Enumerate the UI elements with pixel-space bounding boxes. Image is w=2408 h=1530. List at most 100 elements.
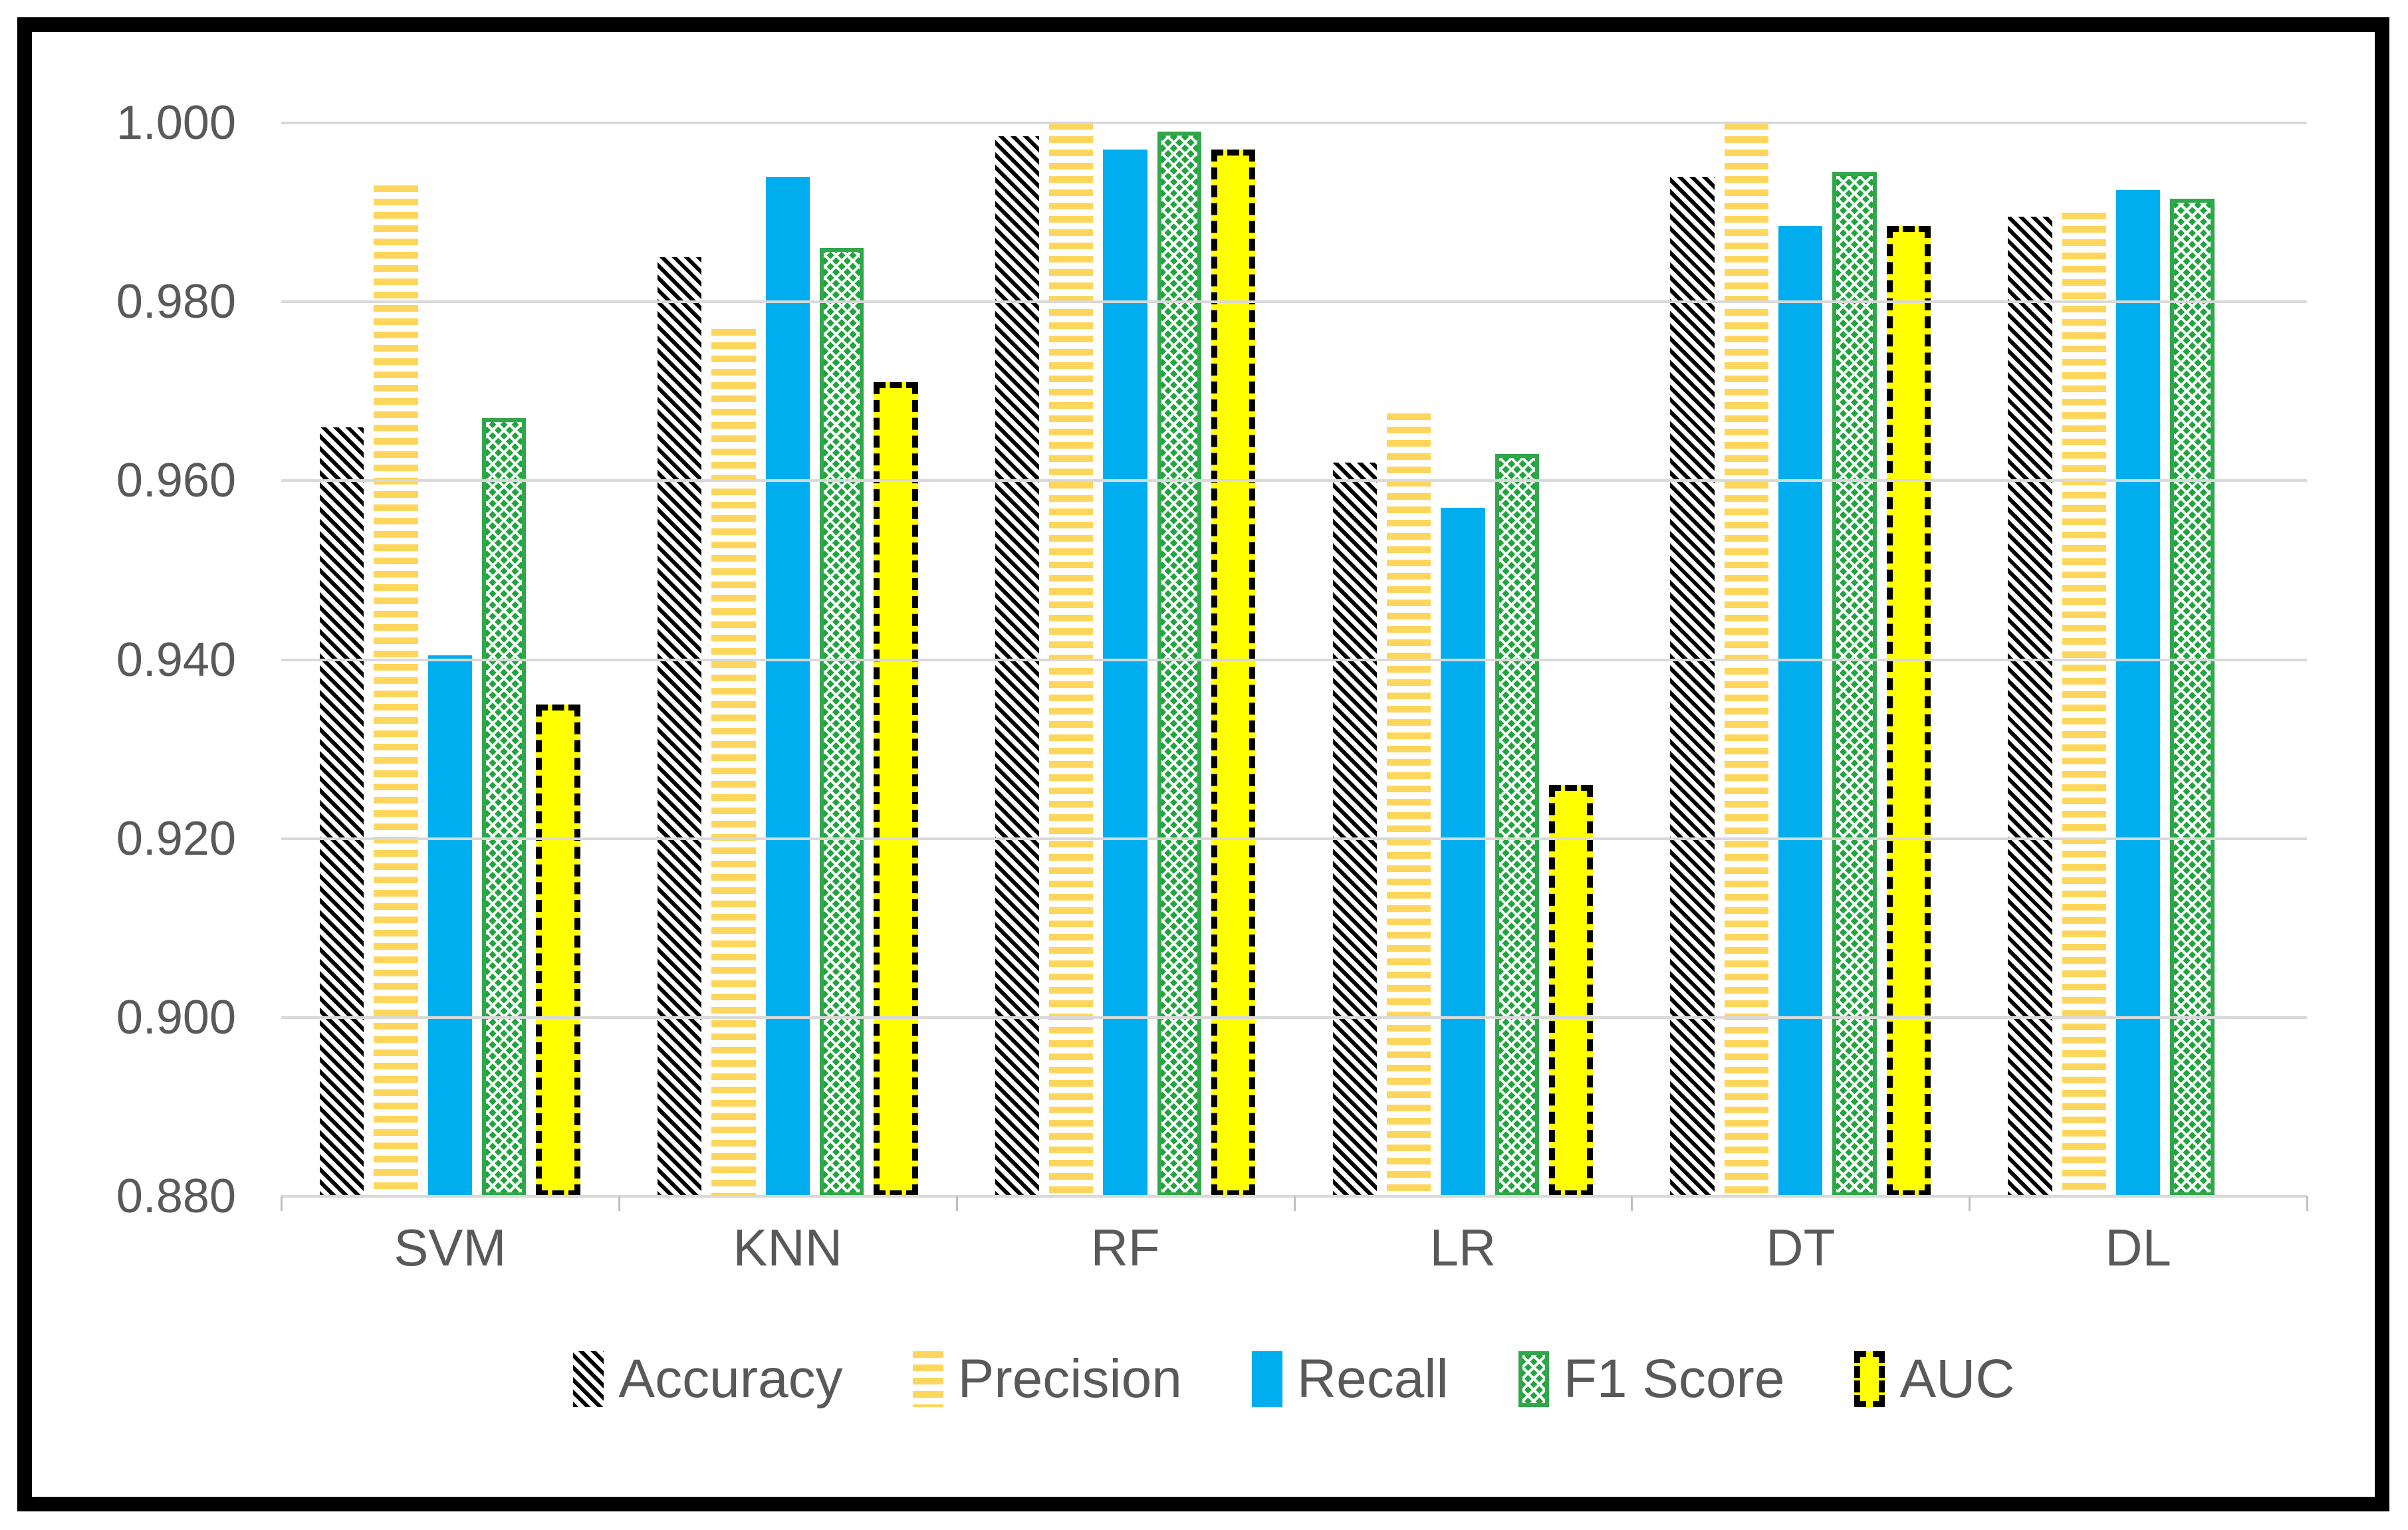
bar-auc-knn [874, 382, 918, 1196]
x-axis-tick [2306, 1196, 2308, 1211]
x-axis-label-dt: DT [1766, 1218, 1836, 1277]
x-axis-tick [955, 1196, 958, 1211]
legend: Accuracy Precision Recall F1 Score AUC [281, 1339, 2307, 1419]
legend-item-accuracy: Accuracy [573, 1348, 843, 1410]
legend-label-recall: Recall [1296, 1349, 1449, 1409]
bar-slot [995, 123, 1040, 1196]
x-axis-labels: SVM KNN RF LR DT DL [281, 1218, 2307, 1284]
legend-label-f1-score: F1 Score [1563, 1349, 1785, 1409]
bar-recall-dl [2115, 189, 2161, 1196]
bar-precision-knn [711, 328, 756, 1196]
bars-layer [281, 123, 2307, 1196]
x-axis-tick [281, 1196, 283, 1211]
gridline [281, 658, 2307, 661]
legend-label-precision: Precision [957, 1349, 1182, 1409]
bar-accuracy-rf [995, 136, 1040, 1196]
bar-accuracy-dt [1670, 176, 1715, 1196]
legend-swatch-precision [912, 1351, 943, 1407]
legend-label-auc: AUC [1899, 1349, 2015, 1409]
y-axis-tick-label: 0.980 [116, 275, 236, 329]
bar-recall-knn [765, 176, 810, 1196]
bar-slot [427, 123, 473, 1196]
bar-slot [1778, 123, 1823, 1196]
bar-auc-rf [1211, 150, 1256, 1196]
bar-f1-score-lr [1495, 453, 1539, 1196]
y-axis-labels: 1.000 0.980 0.960 0.940 0.920 0.900 0.880 [0, 99, 256, 1220]
bar-slot [1441, 123, 1485, 1196]
bar-slot [819, 123, 864, 1196]
legend-swatch-f1-score [1518, 1351, 1549, 1407]
y-axis-tick-label: 0.940 [116, 633, 236, 687]
bar-slot [1670, 123, 1715, 1196]
bar-f1-score-dt [1832, 172, 1877, 1196]
bar-accuracy-svm [320, 427, 364, 1196]
x-axis-tick [1293, 1196, 1296, 1211]
bar-slot [2008, 123, 2052, 1196]
bar-slot [1886, 123, 1931, 1196]
legend-swatch-accuracy [573, 1351, 604, 1407]
y-axis-tick-label: 0.920 [116, 812, 236, 865]
bar-f1-score-knn [819, 248, 864, 1196]
x-axis-tick [618, 1196, 620, 1211]
y-axis-tick-label: 0.960 [116, 454, 236, 508]
bar-slot [2062, 123, 2106, 1196]
bar-slot [1495, 123, 1539, 1196]
bar-accuracy-lr [1332, 463, 1377, 1196]
bar-recall-rf [1103, 150, 1147, 1196]
x-axis-label-svm: SVM [394, 1218, 507, 1277]
bar-slot [1832, 123, 1877, 1196]
bar-f1-score-svm [482, 418, 527, 1196]
bar-auc-svm [536, 704, 580, 1196]
bar-slot [765, 123, 810, 1196]
x-axis-label-rf: RF [1090, 1218, 1160, 1277]
legend-label-accuracy: Accuracy [618, 1349, 843, 1409]
bar-auc-lr [1548, 784, 1594, 1196]
bar-precision-lr [1386, 413, 1431, 1196]
x-axis-tick [1969, 1196, 1971, 1211]
bar-slot [2170, 123, 2215, 1196]
y-axis-tick-label: 1.000 [116, 96, 236, 150]
bar-accuracy-knn [657, 257, 702, 1196]
bar-slot [374, 123, 418, 1196]
gridline [281, 479, 2307, 483]
legend-item-recall: Recall [1251, 1348, 1449, 1410]
bar-slot [1548, 123, 1594, 1196]
bar-slot [320, 123, 364, 1196]
x-axis-label-dl: DL [2105, 1218, 2171, 1277]
x-axis-tick [1631, 1196, 1633, 1211]
bar-group-svm [281, 123, 619, 1196]
bar-slot [482, 123, 527, 1196]
bar-slot [1332, 123, 1377, 1196]
bar-precision-svm [374, 185, 418, 1196]
bar-group-lr [1294, 123, 1631, 1196]
bar-f1-score-rf [1157, 132, 1202, 1196]
legend-item-auc: AUC [1854, 1348, 2015, 1410]
gridline [281, 1016, 2307, 1019]
bar-recall-lr [1441, 507, 1485, 1196]
bar-group-dl [1969, 123, 2307, 1196]
bar-slot [1211, 123, 1256, 1196]
gridline [281, 122, 2307, 124]
bar-slot [2115, 123, 2161, 1196]
bar-recall-dt [1778, 225, 1823, 1196]
gridline [281, 837, 2307, 840]
legend-swatch-recall [1251, 1351, 1282, 1407]
bar-f1-score-dl [2170, 199, 2215, 1196]
legend-item-precision: Precision [912, 1348, 1182, 1410]
y-axis-tick-label: 0.880 [116, 1170, 236, 1223]
bar-accuracy-dl [2008, 217, 2052, 1196]
bar-slot [874, 123, 918, 1196]
x-axis-label-knn: KNN [733, 1218, 843, 1277]
y-axis-tick-label: 0.900 [116, 990, 236, 1044]
plot-area [281, 122, 2308, 1211]
bar-slot [711, 123, 756, 1196]
bar-slot [1386, 123, 1431, 1196]
legend-item-f1-score: F1 Score [1518, 1348, 1785, 1410]
x-axis-label-lr: LR [1429, 1218, 1497, 1277]
bar-slot [536, 123, 580, 1196]
legend-swatch-auc [1854, 1351, 1885, 1407]
bar-recall-svm [427, 655, 473, 1196]
bar-auc-dt [1886, 225, 1931, 1196]
bar-group-knn [619, 123, 957, 1196]
